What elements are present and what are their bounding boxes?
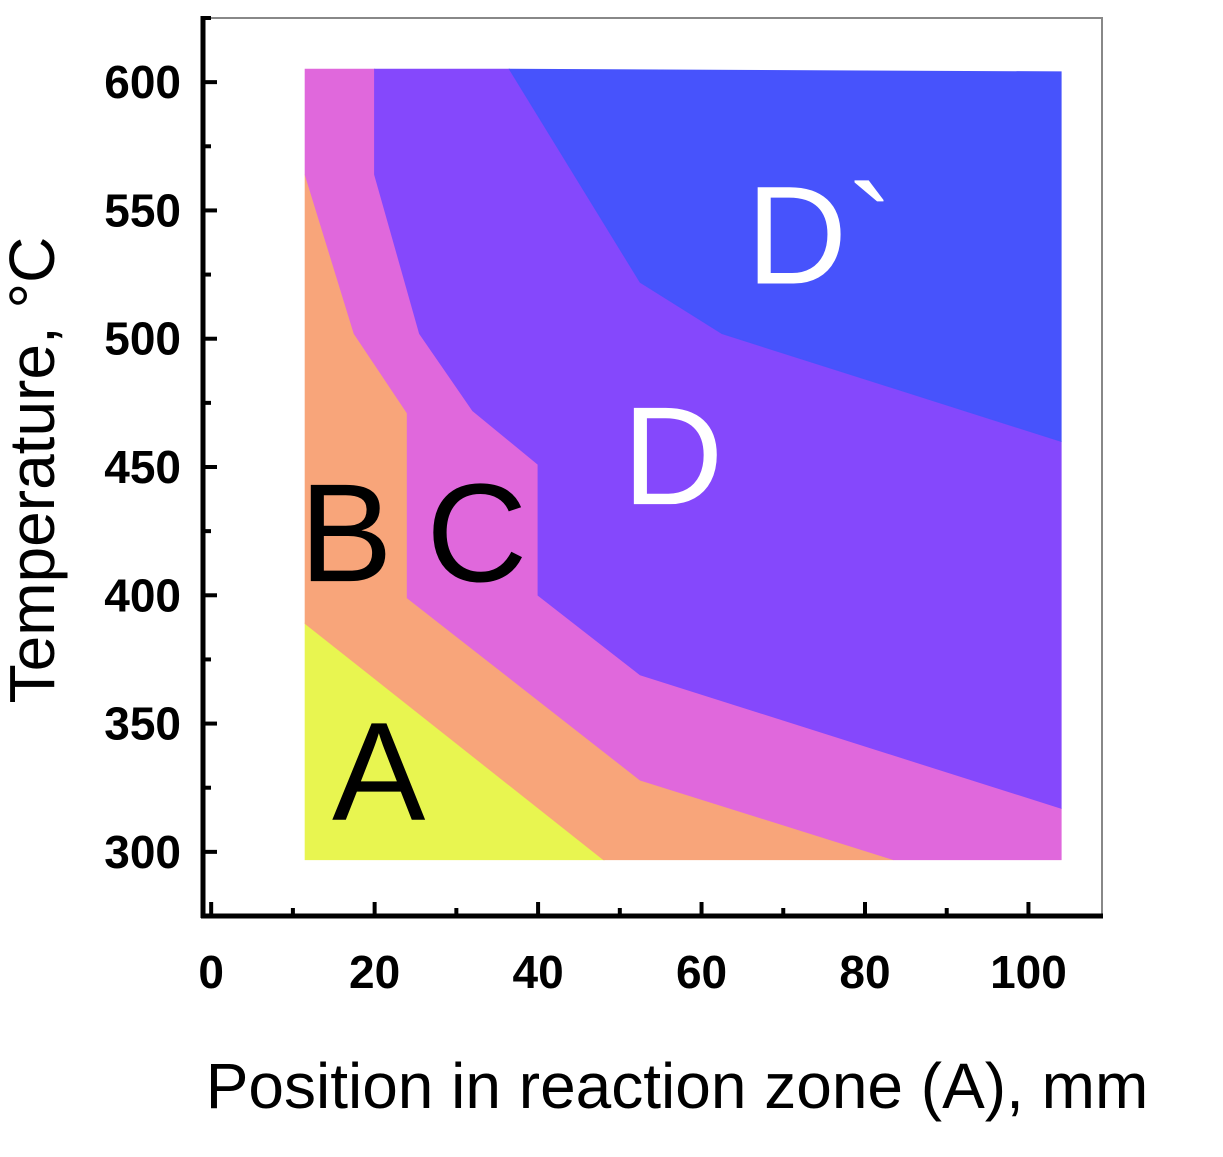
x-tick-label: 80 <box>839 946 890 998</box>
y-tick-label: 350 <box>104 698 181 750</box>
y-tick-label: 550 <box>104 184 181 236</box>
region-label-B: B <box>299 454 392 611</box>
x-axis-title: Position in reaction zone (A), mm <box>206 1050 1149 1122</box>
region-label-D: D <box>622 377 723 534</box>
plot-frame <box>203 17 1103 918</box>
region-label-A: A <box>332 693 426 850</box>
x-tick-label: 60 <box>676 946 727 998</box>
x-tick-label: 0 <box>198 946 224 998</box>
y-tick-label: 600 <box>104 56 181 108</box>
region-label-C: C <box>426 454 527 611</box>
y-tick-label: 300 <box>104 826 181 878</box>
x-tick-label: 40 <box>512 946 563 998</box>
y-tick-label: 400 <box>104 569 181 621</box>
y-axis-title: Temperature, °C <box>0 237 68 704</box>
x-tick-label: 100 <box>990 946 1067 998</box>
region-label-D: D` <box>746 157 894 314</box>
y-tick-label: 500 <box>104 313 181 365</box>
regions-layer <box>304 68 1062 861</box>
region-labels: AB C DD` <box>299 157 894 850</box>
region-D-area <box>508 68 1062 442</box>
ticks-layer: 0 20 40 60 80 100 300 350 400 450 500 550 600 <box>104 16 1067 998</box>
x-tick-label: 20 <box>349 946 400 998</box>
y-tick-label: 450 <box>104 441 181 493</box>
